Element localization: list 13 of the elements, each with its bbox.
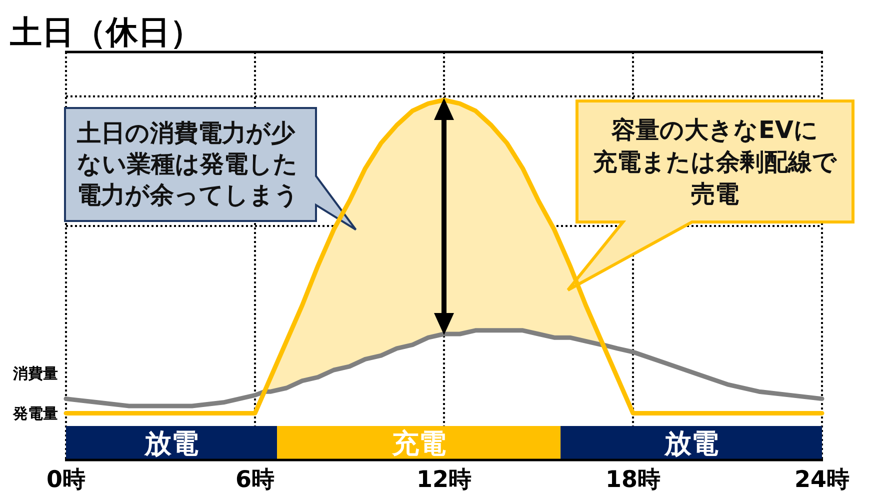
- annotation: 土日の消費電力が少ない業種は発電した電力が余ってしまう: [77, 118, 300, 211]
- annotation: 容量の大きなEVに充電または余剰配線で売電: [592, 114, 838, 210]
- band-label: 放電: [663, 428, 718, 460]
- chart-title: 土日（休日）: [9, 13, 202, 51]
- x-tick-label: 12時: [416, 467, 472, 493]
- x-tick-label: 6時: [235, 467, 275, 493]
- x-tick-label: 24時: [794, 467, 850, 493]
- x-tick-label: 18時: [605, 467, 661, 493]
- band-label: 充電: [390, 428, 446, 460]
- series-label: 消費量: [12, 364, 58, 383]
- x-tick-label: 0時: [46, 467, 86, 493]
- series-label: 発電量: [12, 404, 58, 423]
- band-label: 放電: [144, 428, 199, 460]
